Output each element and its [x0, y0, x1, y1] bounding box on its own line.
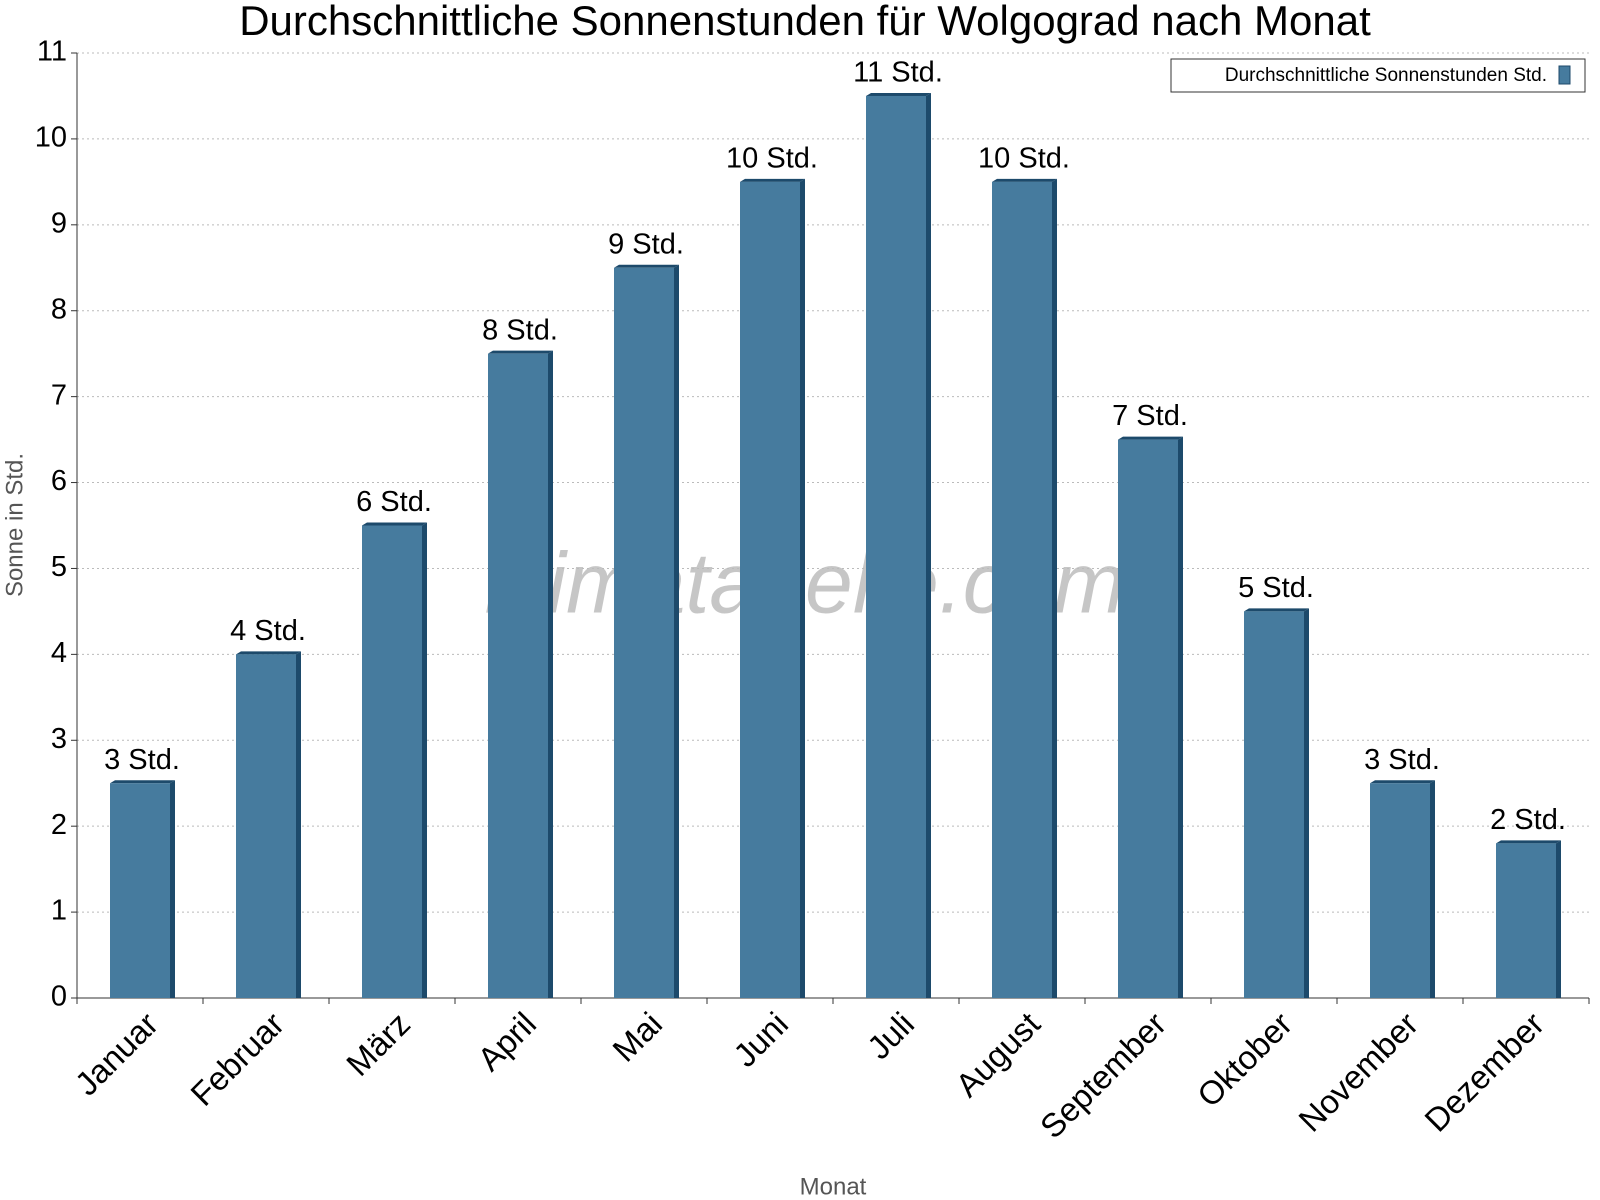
bar-front — [1370, 783, 1430, 998]
bar-front — [110, 783, 170, 998]
legend-box — [1170, 58, 1586, 93]
y-tick-label: 10 — [35, 122, 67, 154]
bar-top — [614, 264, 679, 268]
bar-front — [614, 267, 674, 999]
bar-side — [800, 178, 805, 998]
y-tick-label: 0 — [51, 981, 67, 1013]
bar-side — [1556, 840, 1561, 998]
y-tick-label: 2 — [51, 809, 67, 841]
bar-side — [1304, 608, 1309, 998]
bar-side — [170, 780, 175, 998]
bar-top — [110, 780, 175, 784]
bar-top — [866, 92, 931, 96]
bar — [866, 92, 931, 999]
y-tick-label: 6 — [51, 465, 67, 497]
bar-top — [1370, 780, 1435, 784]
bar-front — [1244, 611, 1304, 998]
bar-front — [740, 181, 800, 998]
bar-side — [1430, 780, 1435, 998]
y-tick-label: 3 — [51, 723, 67, 755]
x-axis-label: Monat — [800, 1173, 867, 1200]
legend-label: Durchschnittliche Sonnenstunden Std. — [1225, 65, 1547, 86]
bar — [236, 651, 301, 998]
bar — [1118, 436, 1183, 998]
y-tick-label: 1 — [51, 895, 67, 927]
value-label: 11 Std. — [853, 57, 943, 89]
value-label: 7 Std. — [1112, 400, 1188, 432]
value-label: 3 Std. — [104, 744, 180, 776]
bar-side — [296, 651, 301, 998]
bar — [614, 264, 679, 999]
value-label: 6 Std. — [356, 486, 432, 518]
value-label: 2 Std. — [1490, 804, 1566, 836]
bar-top — [236, 651, 301, 655]
bar-top — [1244, 608, 1309, 612]
chart-title: Durchschnittliche Sonnenstunden für Wolg… — [239, 0, 1371, 44]
bar — [740, 178, 805, 998]
bar-top — [362, 522, 427, 526]
bar-front — [1118, 439, 1178, 998]
bar-side — [1052, 178, 1057, 998]
value-label: 4 Std. — [230, 615, 306, 647]
bar-front — [992, 181, 1052, 998]
y-tick-label: 7 — [51, 379, 67, 411]
bar-side — [548, 350, 553, 998]
bar — [110, 780, 175, 998]
y-axis-label: Sonne in Std. — [1, 453, 28, 597]
bar-side — [422, 522, 427, 998]
bar-side — [926, 92, 931, 999]
y-tick-label: 8 — [51, 293, 67, 325]
bar — [362, 522, 427, 998]
bar-top — [1118, 436, 1183, 440]
bar-top — [488, 350, 553, 354]
value-label: 9 Std. — [608, 228, 684, 260]
value-label: 8 Std. — [482, 314, 558, 346]
bar-side — [1178, 436, 1183, 998]
bar — [1370, 780, 1435, 998]
bar-top — [740, 178, 805, 182]
y-tick-label: 5 — [51, 551, 67, 583]
value-label: 5 Std. — [1238, 572, 1314, 604]
bar-top — [992, 178, 1057, 182]
legend-swatch — [1558, 65, 1571, 85]
bar-side — [674, 264, 679, 999]
y-tick-label: 9 — [51, 207, 67, 239]
y-tick-label: 4 — [51, 637, 67, 669]
bar-front — [1496, 843, 1556, 998]
value-label: 10 Std. — [978, 143, 1070, 175]
bar-top — [1496, 840, 1561, 844]
bar — [992, 178, 1057, 998]
bar-front — [866, 95, 926, 999]
bar — [1244, 608, 1309, 998]
value-label: 3 Std. — [1364, 744, 1440, 776]
bar-front — [236, 654, 296, 998]
bar — [488, 350, 553, 998]
bar — [1496, 840, 1561, 998]
bar-front — [488, 353, 548, 998]
value-label: 10 Std. — [726, 143, 818, 175]
bar-front — [362, 525, 422, 998]
y-tick-label: 11 — [37, 36, 67, 68]
